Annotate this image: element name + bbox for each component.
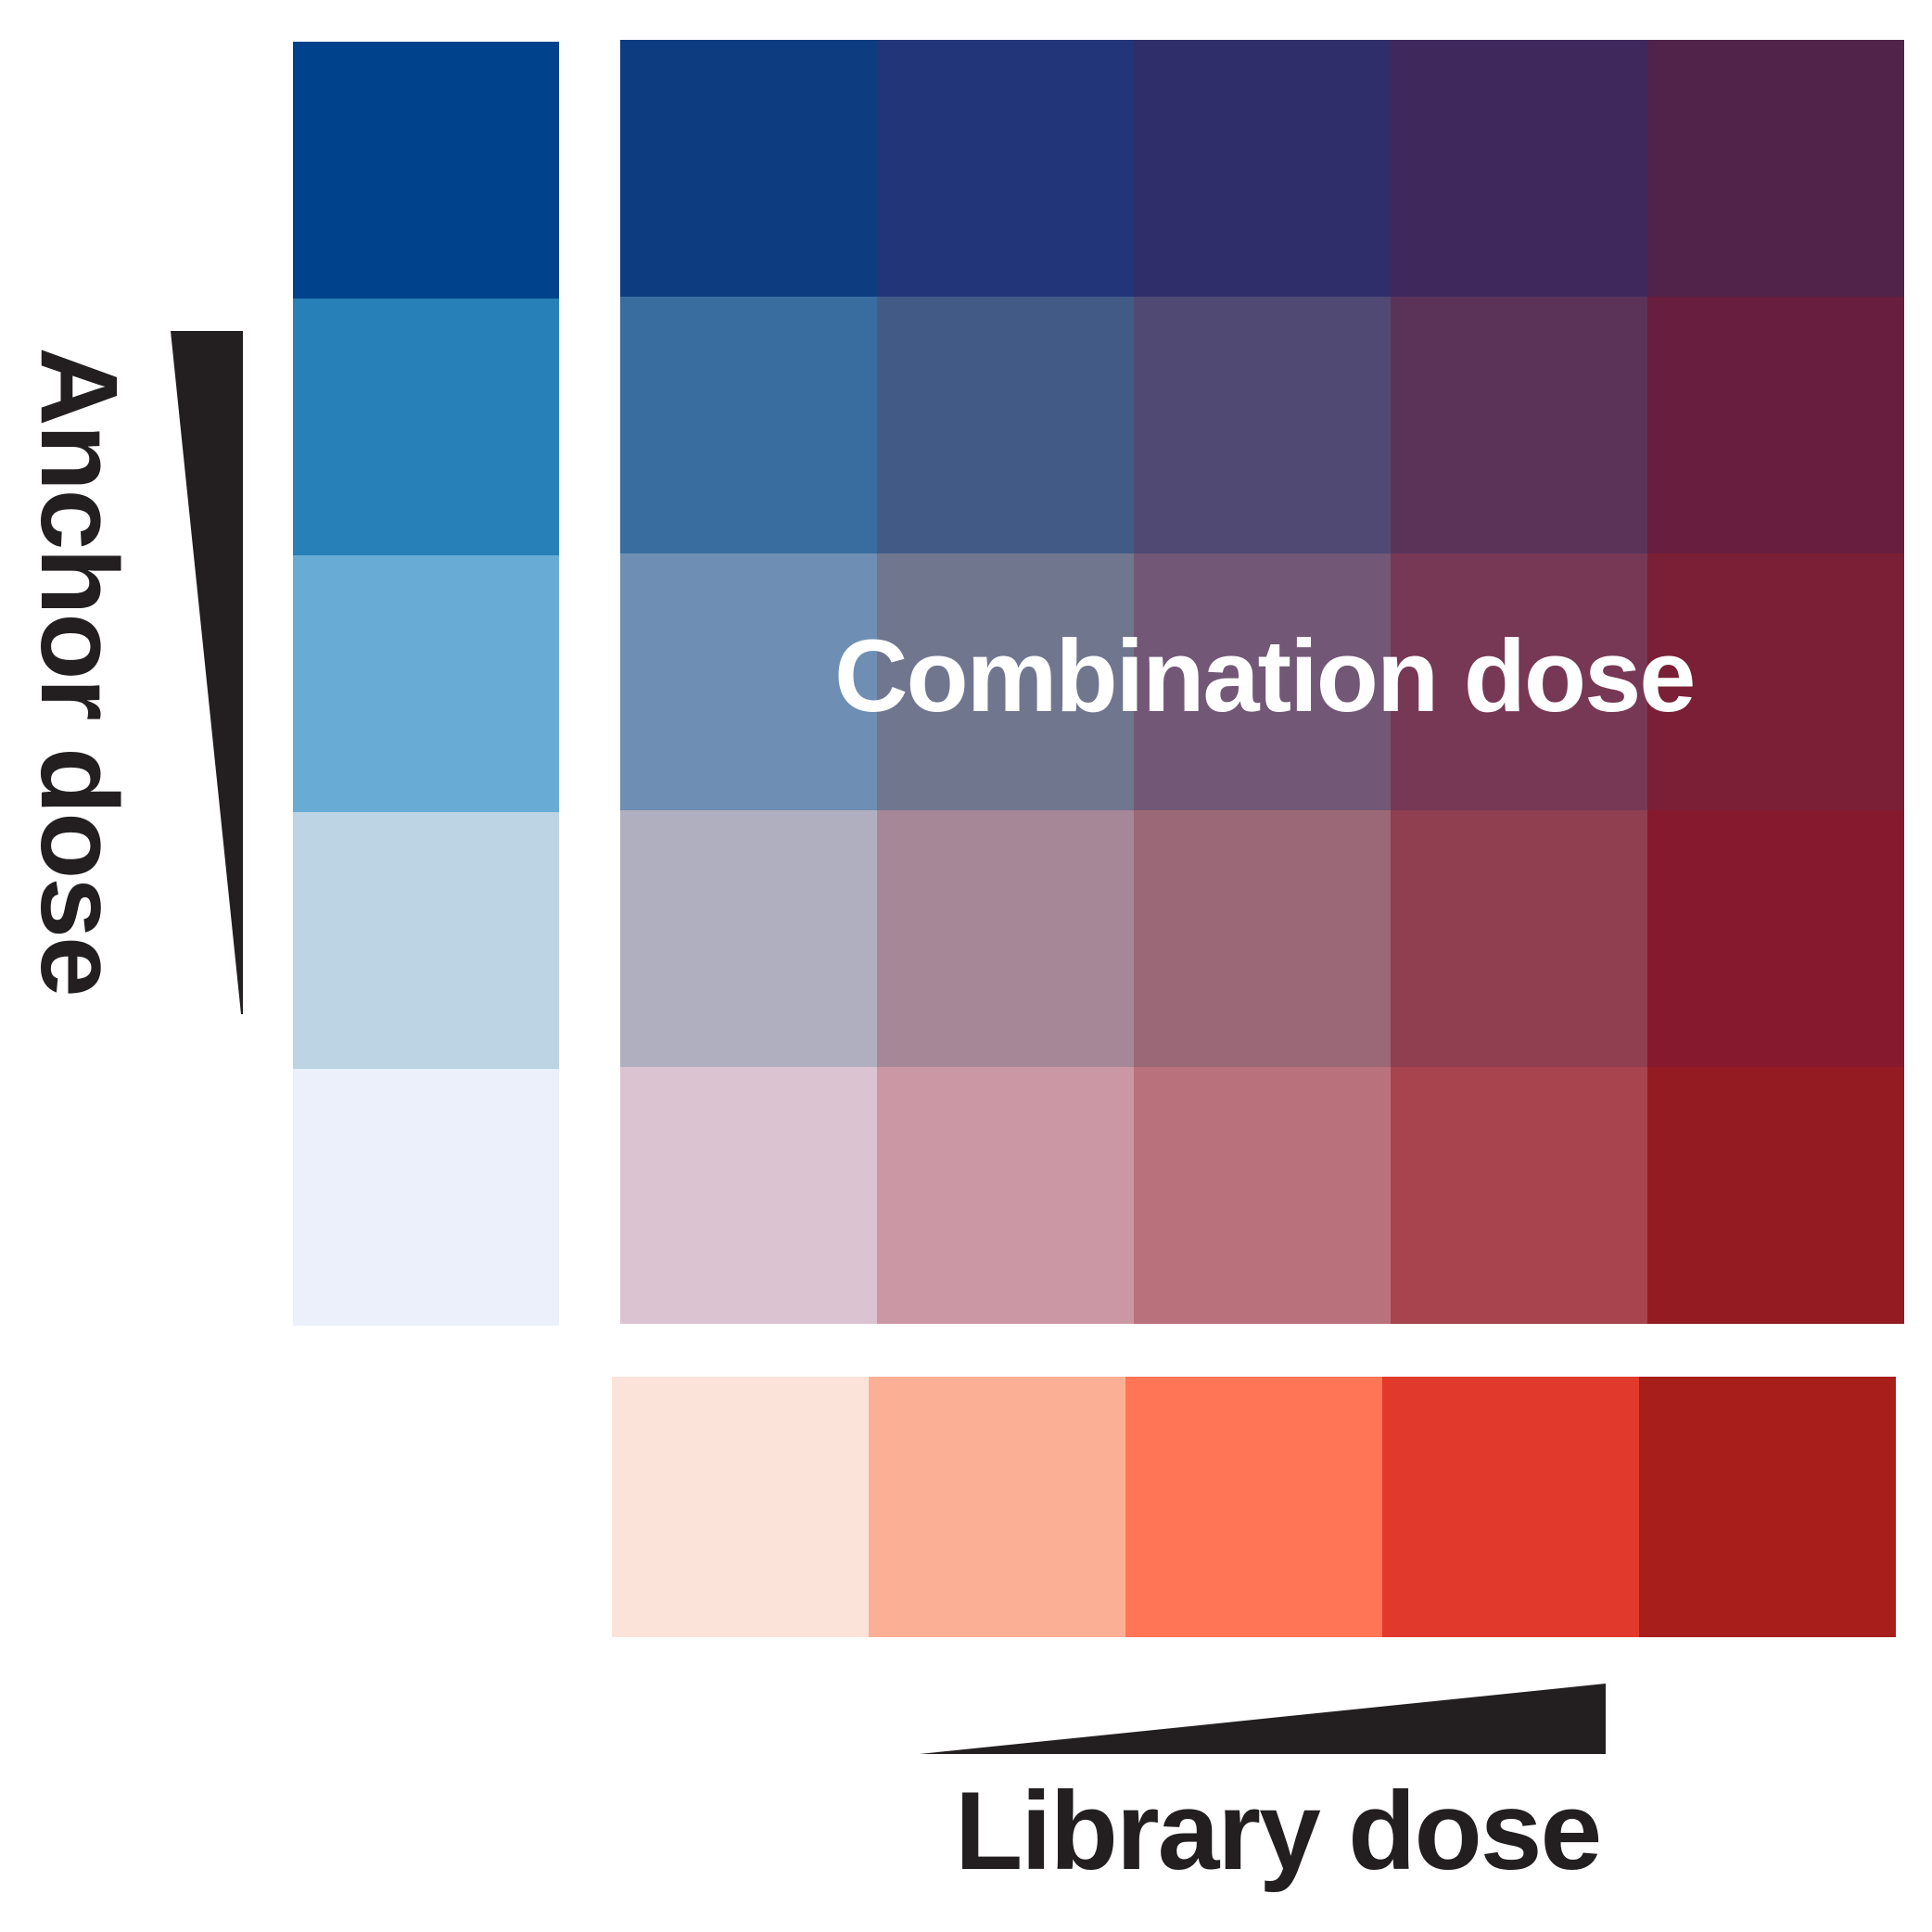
- anchor-dose-label: Anchor dose: [18, 347, 140, 996]
- combination-dose-label: Combination dose: [834, 619, 1696, 733]
- combination-cell: [877, 810, 1134, 1067]
- library-dose-wedge: [920, 1684, 1606, 1754]
- combination-cell: [1391, 1067, 1647, 1324]
- library-swatch: [1382, 1377, 1639, 1637]
- combination-dose-grid: [620, 40, 1904, 1324]
- library-swatch: [612, 1377, 869, 1637]
- combination-cell: [1647, 553, 1904, 810]
- combination-cell: [1647, 1067, 1904, 1324]
- combination-cell: [1391, 810, 1647, 1067]
- combination-cell: [1391, 40, 1647, 297]
- anchor-swatch: [293, 1069, 559, 1326]
- combination-cell: [1647, 297, 1904, 553]
- combination-cell: [1647, 810, 1904, 1067]
- library-dose-label: Library dose: [955, 1769, 1602, 1893]
- combination-cell: [1134, 297, 1391, 553]
- combination-cell: [1134, 553, 1391, 810]
- combination-cell: [877, 1067, 1134, 1324]
- combination-cell: [1134, 40, 1391, 297]
- combination-cell: [620, 297, 877, 553]
- library-swatch: [1639, 1377, 1896, 1637]
- library-swatch: [1125, 1377, 1382, 1637]
- anchor-swatch: [293, 812, 559, 1069]
- combination-cell: [877, 40, 1134, 297]
- anchor-dose-wedge: [171, 331, 243, 1014]
- combination-cell: [877, 553, 1134, 810]
- combination-cell: [620, 1067, 877, 1324]
- anchor-swatch: [293, 555, 559, 812]
- anchor-swatch: [293, 42, 559, 299]
- combination-cell: [1391, 553, 1647, 810]
- library-swatch: [869, 1377, 1125, 1637]
- combination-cell: [1134, 1067, 1391, 1324]
- combination-cell: [877, 297, 1134, 553]
- anchor-swatch: [293, 299, 559, 555]
- combination-cell: [620, 810, 877, 1067]
- combination-cell: [620, 40, 877, 297]
- combination-cell: [1391, 297, 1647, 553]
- combination-cell: [620, 553, 877, 810]
- combination-cell: [1647, 40, 1904, 297]
- combination-cell: [1134, 810, 1391, 1067]
